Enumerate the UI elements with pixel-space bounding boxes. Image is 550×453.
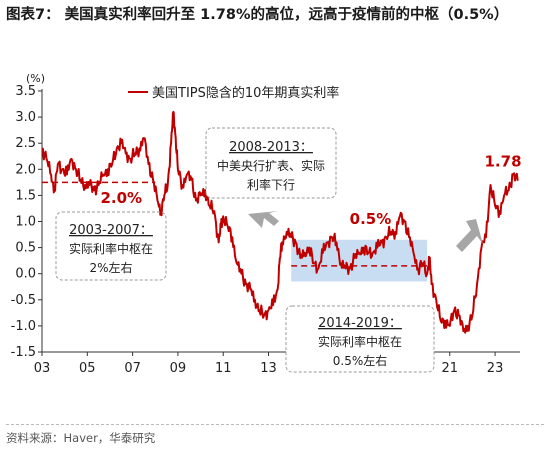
y-tick-label: 3.0 (15, 110, 36, 125)
y-tick-label: 3.5 (15, 84, 36, 99)
x-tick-label: 21 (441, 361, 458, 376)
chart: (%) -1.5 -1.0 -0.5 0.0 0.5 1.0 1.5 2.0 2.5 3.0 3.5 0… (11, 72, 522, 376)
annotation-1-78: 1.78 (485, 153, 522, 171)
y-tick-label: -0.5 (11, 293, 36, 308)
callout-2014-2019-line3: 0.5%左右 (333, 353, 388, 368)
x-tick-label: 05 (79, 361, 96, 376)
y-tick-label: 1.5 (15, 188, 36, 203)
legend-entry: 美国TIPS隐含的10年期真实利率 (152, 85, 339, 101)
callout-2008-2013-line1: 2008-2013： (229, 140, 313, 155)
source-note: 资料来源：Haver，华泰研究 (6, 431, 156, 445)
callout-box-2008-2013 (205, 127, 337, 199)
source-divider (6, 424, 544, 425)
arrow-2008-2013 (248, 211, 279, 228)
x-tick-label: 13 (260, 361, 277, 376)
annotation-2-0-pct: 2.0% (100, 189, 142, 207)
callout-2003-2007-line1: 2003-2007： (69, 223, 153, 238)
callout-box-2003-2007 (55, 211, 167, 281)
callout-2008-2013-line3: 利率下行 (247, 177, 295, 192)
callout-2003-2007-line3: 2%左右 (89, 260, 132, 275)
callout-2014-2019-line2: 实际利率中枢在 (318, 334, 402, 349)
shaded-region-2014-2019 (291, 239, 428, 282)
arrow-2014-2019-to-recent (456, 219, 483, 252)
series-line-0 (41, 110, 519, 334)
callout-2008-2013-line2: 中美央行扩表、实际 (217, 158, 325, 173)
y-tick-label: 1.0 (15, 215, 36, 230)
y-tick-label: -1.0 (11, 319, 36, 334)
annotation-0-5-pct: 0.5% (350, 210, 392, 228)
callout-box-2014-2019 (285, 305, 435, 373)
y-axis-unit: (%) (26, 72, 45, 85)
figure-title: 图表7： 美国真实利率回升至 1.78%的高位，远高于疫情前的中枢（0.5%） (6, 7, 509, 23)
y-tick-label: 2.5 (15, 136, 36, 151)
y-tick-label: 0.5 (15, 241, 36, 256)
y-tick-label: -1.5 (11, 345, 36, 360)
y-tick-label: 0.0 (15, 267, 36, 282)
y-tick-label: 2.0 (15, 162, 36, 177)
callout-2014-2019-line1: 2014-2019： (318, 316, 402, 331)
x-tick-label: 03 (34, 361, 51, 376)
callout-2003-2007-line2: 实际利率中枢在 (69, 241, 153, 256)
x-tick-label: 09 (170, 361, 187, 376)
x-tick-label: 07 (124, 361, 141, 376)
x-tick-label: 23 (487, 361, 504, 376)
x-tick-label: 11 (215, 361, 232, 376)
